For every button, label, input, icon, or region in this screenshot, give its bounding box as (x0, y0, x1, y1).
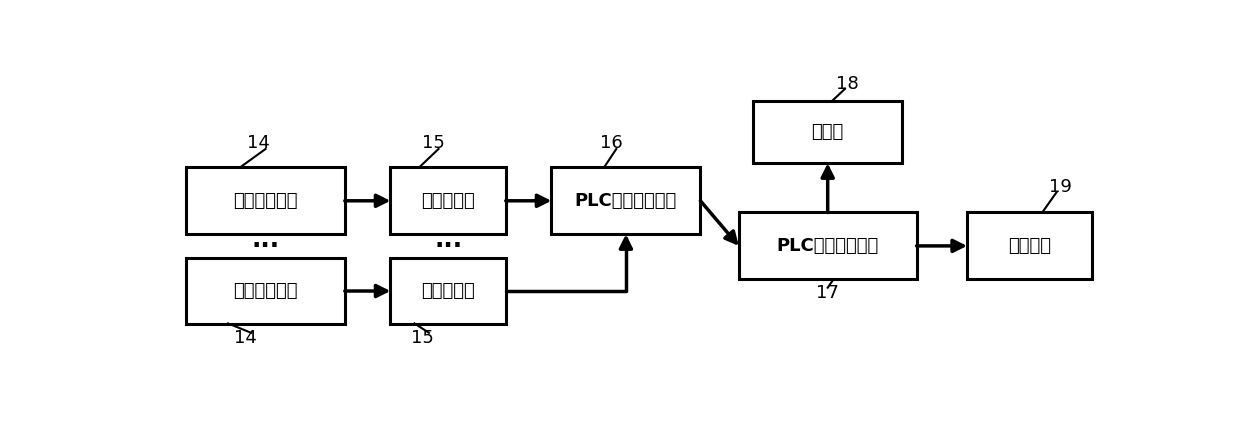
Text: 14: 14 (247, 134, 270, 152)
Bar (739, 213, 916, 279)
Text: 18: 18 (836, 75, 858, 93)
Text: 19: 19 (1049, 178, 1071, 196)
Bar (391, 168, 506, 234)
Text: 17: 17 (816, 284, 839, 302)
Bar (186, 258, 345, 325)
Text: 16: 16 (600, 134, 622, 152)
Bar (391, 258, 506, 325)
Bar (967, 213, 1092, 279)
Text: PLC可编程控制器: PLC可编程控制器 (776, 237, 879, 255)
Text: 14: 14 (234, 329, 257, 347)
Bar (753, 102, 903, 163)
Bar (186, 168, 345, 234)
Text: 15: 15 (423, 134, 445, 152)
Text: ···: ··· (252, 234, 279, 258)
Text: 信号转换器: 信号转换器 (422, 192, 475, 210)
Text: 电流检测元件: 电流检测元件 (233, 192, 298, 210)
Text: PLC子站输入通道: PLC子站输入通道 (575, 192, 677, 210)
Text: 信号转换器: 信号转换器 (422, 282, 475, 300)
Text: 警示部件: 警示部件 (1008, 237, 1052, 255)
Text: 计算机: 计算机 (811, 123, 844, 141)
Text: 15: 15 (410, 329, 434, 347)
Text: 电流检测元件: 电流检测元件 (233, 282, 298, 300)
Bar (552, 168, 701, 234)
Text: ···: ··· (434, 234, 463, 258)
